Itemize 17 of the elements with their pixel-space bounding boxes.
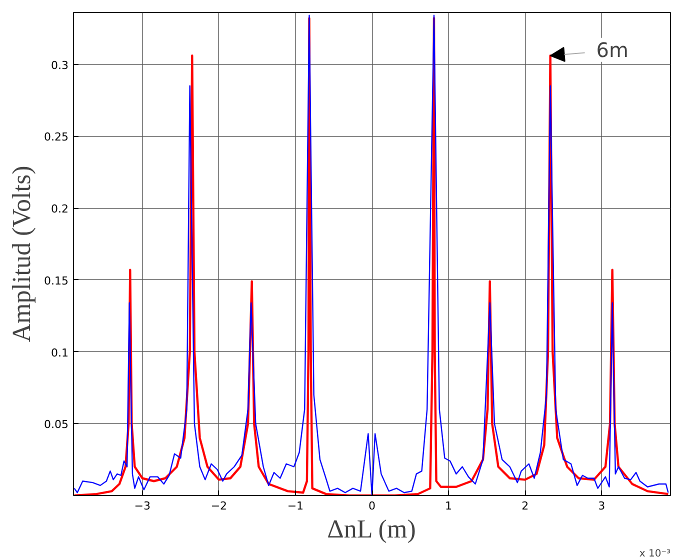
y-tick-label: 0.15	[44, 274, 69, 288]
y-tick-label: 0.3	[51, 58, 69, 72]
x-tick-label: 2	[522, 500, 529, 512]
annotation: 6m	[596, 38, 628, 62]
y-axis-title: Amplitud (Volts)	[7, 166, 36, 342]
x-axis-title: ΔnL (m)	[327, 514, 416, 544]
x-tick-label: −3	[134, 500, 150, 512]
x-tick-label: 1	[445, 500, 452, 512]
y-tick-label: 0.05	[44, 418, 69, 432]
text: x 10⁻³	[639, 548, 670, 559]
x-tick-label: −2	[210, 500, 228, 512]
x-tick-label: −1	[287, 500, 304, 512]
x-tick-label: 3	[598, 500, 606, 512]
y-tick-label: 0.1	[51, 346, 69, 360]
y-tick-label: 0.2	[51, 202, 69, 216]
x-tick-label: 0	[368, 500, 376, 512]
y-tick-label: 0.25	[44, 130, 69, 144]
